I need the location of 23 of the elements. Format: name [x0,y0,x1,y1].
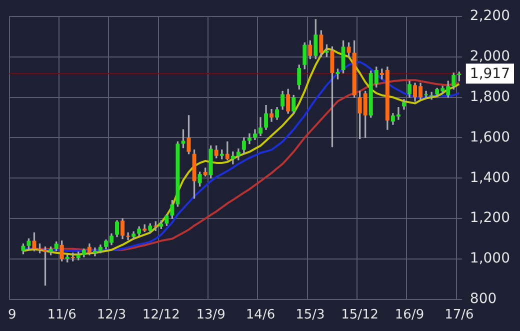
x-tick-label: 15/3 [296,308,325,323]
y-tick-label: 800 [470,291,497,308]
y-tick-label: 1,400 [470,170,510,186]
x-tick-label: 13/9 [196,308,226,323]
y-tick-label: 1,600 [470,129,510,146]
x-tick-label: 17/6 [444,308,474,323]
x-tick-label: 12/3 [96,308,126,323]
x-tick-label: 16/9 [394,308,424,323]
candlestick [424,90,428,99]
ref-line-label: 1,917 [470,66,510,82]
y-tick-label: 2,200 [470,8,510,24]
candlestick [92,248,97,256]
y-tick-label: 1,200 [470,210,510,226]
x-tick-label: 11/6 [47,308,76,323]
y-tick-label: 1,000 [470,250,510,267]
candlestick [430,92,434,100]
candlestick [126,232,130,240]
x-tick-label: 15/12 [341,308,379,323]
y-tick-label: 1,800 [470,88,510,105]
y-tick-label: 2,000 [470,48,510,64]
x-tick-label: 14/6 [246,308,276,323]
x-tick-label: 12/12 [142,308,180,323]
x-tick-label: 9 [8,308,16,323]
